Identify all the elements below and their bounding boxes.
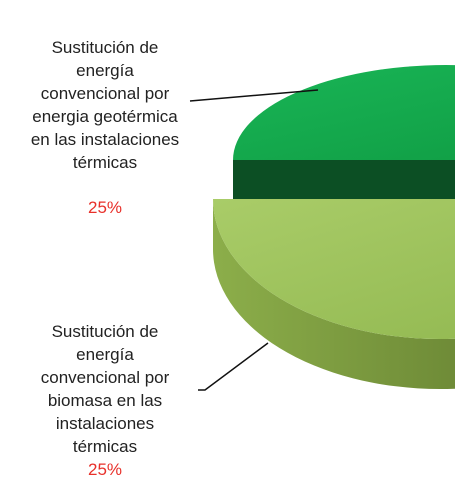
slice-value-label: 25% [87, 460, 123, 479]
leader-line [189, 89, 319, 102]
slice-value-label: 25% [87, 198, 123, 217]
slice [233, 65, 455, 160]
slice-side [213, 199, 455, 389]
slice-label: Sustitución de energía convencional por … [30, 38, 180, 172]
slice-side [233, 160, 455, 200]
slice [213, 199, 455, 339]
leader-line [198, 342, 269, 391]
slice-label: Sustitución de energía convencional por … [40, 322, 170, 456]
